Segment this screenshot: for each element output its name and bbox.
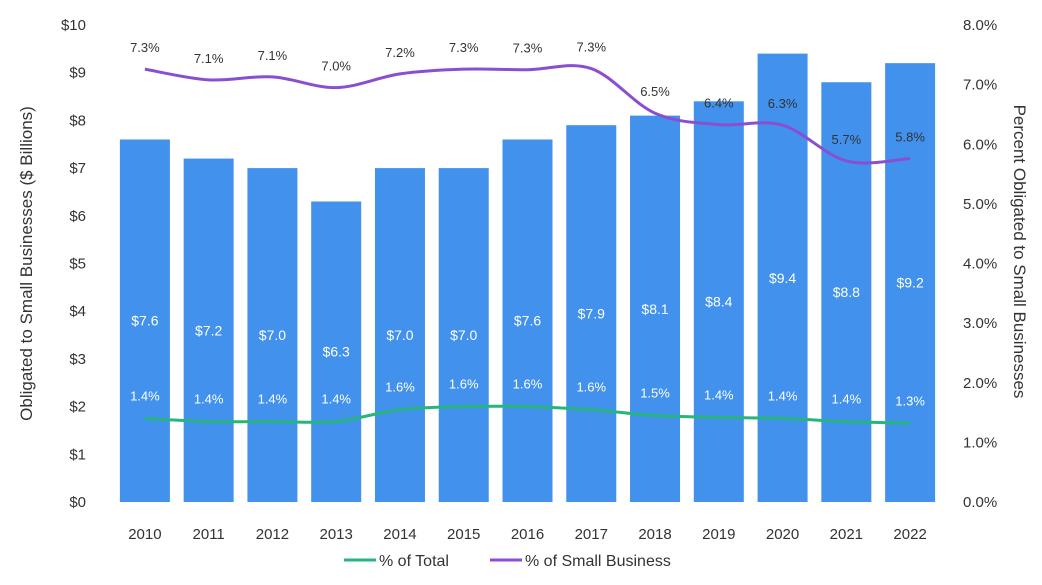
x-tick-label: 2014 — [383, 526, 416, 543]
small-business-percent-label: 7.0% — [321, 59, 351, 74]
small-business-percent-label: 7.2% — [385, 45, 415, 60]
legend-label-total: % of Total — [379, 553, 449, 570]
y-tick-label: $0 — [69, 494, 86, 511]
total-percent-label: 1.4% — [704, 387, 734, 402]
y2-tick-label: 1.0% — [963, 434, 997, 451]
bar — [566, 125, 617, 503]
y-tick-label: $2 — [69, 399, 86, 416]
bar — [438, 168, 489, 502]
y2-tick-label: 2.0% — [963, 375, 997, 392]
bar-value-label: $9.4 — [769, 270, 796, 286]
total-percent-label: 1.4% — [321, 392, 351, 407]
bar — [502, 139, 553, 503]
total-percent-label: 1.6% — [385, 380, 415, 395]
bar-value-label: $7.0 — [259, 327, 286, 343]
bar-value-label: $7.0 — [450, 327, 477, 343]
y2-tick-label: 7.0% — [963, 77, 997, 94]
y-tick-label: $6 — [69, 208, 86, 225]
bar-value-label: $6.3 — [323, 344, 350, 360]
bar — [183, 158, 234, 502]
x-tick-label: 2019 — [702, 526, 735, 543]
small-business-percent-label: 6.5% — [640, 84, 670, 99]
bar — [630, 115, 681, 502]
bar-value-label: $9.2 — [896, 275, 923, 291]
small-business-percent-label: 7.3% — [576, 40, 606, 55]
total-percent-label: 1.6% — [576, 380, 606, 395]
y-axis-title: Obligated to Small Businesses ($ Billion… — [17, 106, 36, 421]
y2-tick-label: 4.0% — [963, 256, 997, 273]
total-percent-label: 1.4% — [194, 392, 224, 407]
y-tick-label: $4 — [69, 303, 86, 320]
y2-tick-label: 5.0% — [963, 196, 997, 213]
y-tick-label: $5 — [69, 256, 86, 273]
x-tick-label: 2022 — [893, 526, 926, 543]
total-percent-label: 1.4% — [832, 392, 862, 407]
y-tick-label: $7 — [69, 160, 86, 177]
bar — [374, 168, 425, 502]
x-tick-label: 2011 — [193, 526, 225, 543]
bar-value-label: $8.1 — [641, 301, 668, 317]
y-tick-label: $10 — [61, 17, 86, 34]
x-tick-label: 2016 — [511, 526, 544, 543]
y-tick-label: $9 — [69, 65, 86, 82]
x-tick-label: 2012 — [256, 526, 289, 543]
bar-value-label: $7.2 — [195, 322, 222, 338]
small-business-percent-label: 6.3% — [768, 96, 798, 111]
bar — [119, 139, 170, 503]
bar-value-label: $8.8 — [833, 284, 860, 300]
y-tick-label: $1 — [69, 446, 86, 463]
y2-tick-label: 3.0% — [963, 315, 997, 332]
bar-value-label: $8.4 — [705, 294, 732, 310]
y2-tick-label: 0.0% — [963, 494, 997, 511]
x-tick-label: 2013 — [320, 526, 353, 543]
total-percent-label: 1.6% — [513, 377, 543, 392]
x-tick-label: 2010 — [128, 526, 161, 543]
y-tick-label: $3 — [69, 351, 86, 368]
x-tick-label: 2021 — [830, 526, 863, 543]
x-tick-label: 2018 — [638, 526, 671, 543]
bar — [693, 101, 744, 502]
bar — [311, 201, 362, 503]
bar — [247, 168, 298, 502]
y-tick-label: $8 — [69, 112, 86, 129]
y2-axis-title: Percent Obligated to Small Businesses — [1010, 105, 1029, 399]
total-percent-label: 1.6% — [449, 377, 479, 392]
bar — [757, 53, 808, 503]
small-business-percent-label: 7.3% — [449, 40, 479, 55]
total-percent-line — [144, 404, 911, 425]
legend-label-small-business: % of Small Business — [525, 553, 671, 570]
small-business-percent-label: 7.3% — [130, 40, 160, 55]
small-business-percent-label: 5.7% — [832, 132, 862, 147]
bar-value-label: $7.9 — [578, 306, 605, 322]
x-tick-label: 2017 — [575, 526, 608, 543]
small-business-percent-label: 7.1% — [194, 51, 224, 66]
total-percent-label: 1.4% — [768, 389, 798, 404]
total-percent-label: 1.5% — [640, 386, 670, 401]
x-tick-label: 2015 — [447, 526, 480, 543]
bar-value-label: $7.6 — [131, 313, 158, 329]
small-business-percent-label: 7.3% — [513, 41, 543, 56]
y2-tick-label: 8.0% — [963, 17, 997, 34]
total-percent-label: 1.4% — [258, 392, 288, 407]
small-business-percent-label: 7.1% — [258, 48, 288, 63]
small-business-percent-line — [144, 64, 911, 165]
x-tick-label: 2020 — [766, 526, 799, 543]
small-business-percent-label: 5.8% — [895, 130, 925, 145]
total-percent-label: 1.3% — [895, 393, 925, 408]
y2-tick-label: 6.0% — [963, 136, 997, 153]
bar — [885, 63, 936, 502]
bar-value-label: $7.0 — [386, 327, 413, 343]
small-business-percent-label: 6.4% — [704, 96, 734, 111]
bar-value-label: $7.6 — [514, 313, 541, 329]
total-percent-label: 1.4% — [130, 389, 160, 404]
